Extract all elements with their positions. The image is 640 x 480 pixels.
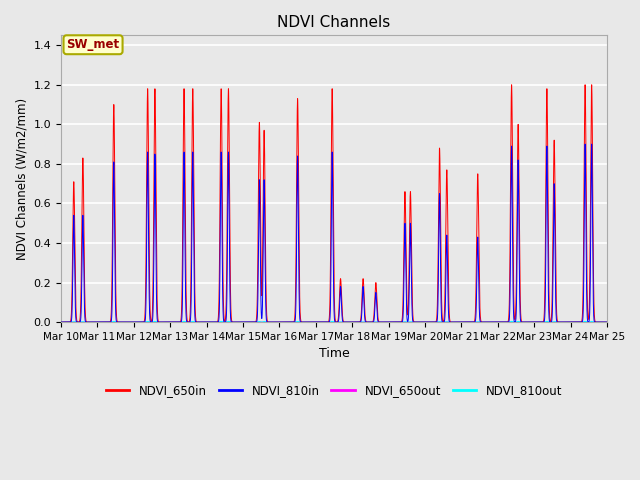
Legend: NDVI_650in, NDVI_810in, NDVI_650out, NDVI_810out: NDVI_650in, NDVI_810in, NDVI_650out, NDV… <box>101 380 567 402</box>
Y-axis label: NDVI Channels (W/m2/mm): NDVI Channels (W/m2/mm) <box>15 97 28 260</box>
Text: SW_met: SW_met <box>67 38 120 51</box>
Title: NDVI Channels: NDVI Channels <box>277 15 390 30</box>
X-axis label: Time: Time <box>319 348 349 360</box>
